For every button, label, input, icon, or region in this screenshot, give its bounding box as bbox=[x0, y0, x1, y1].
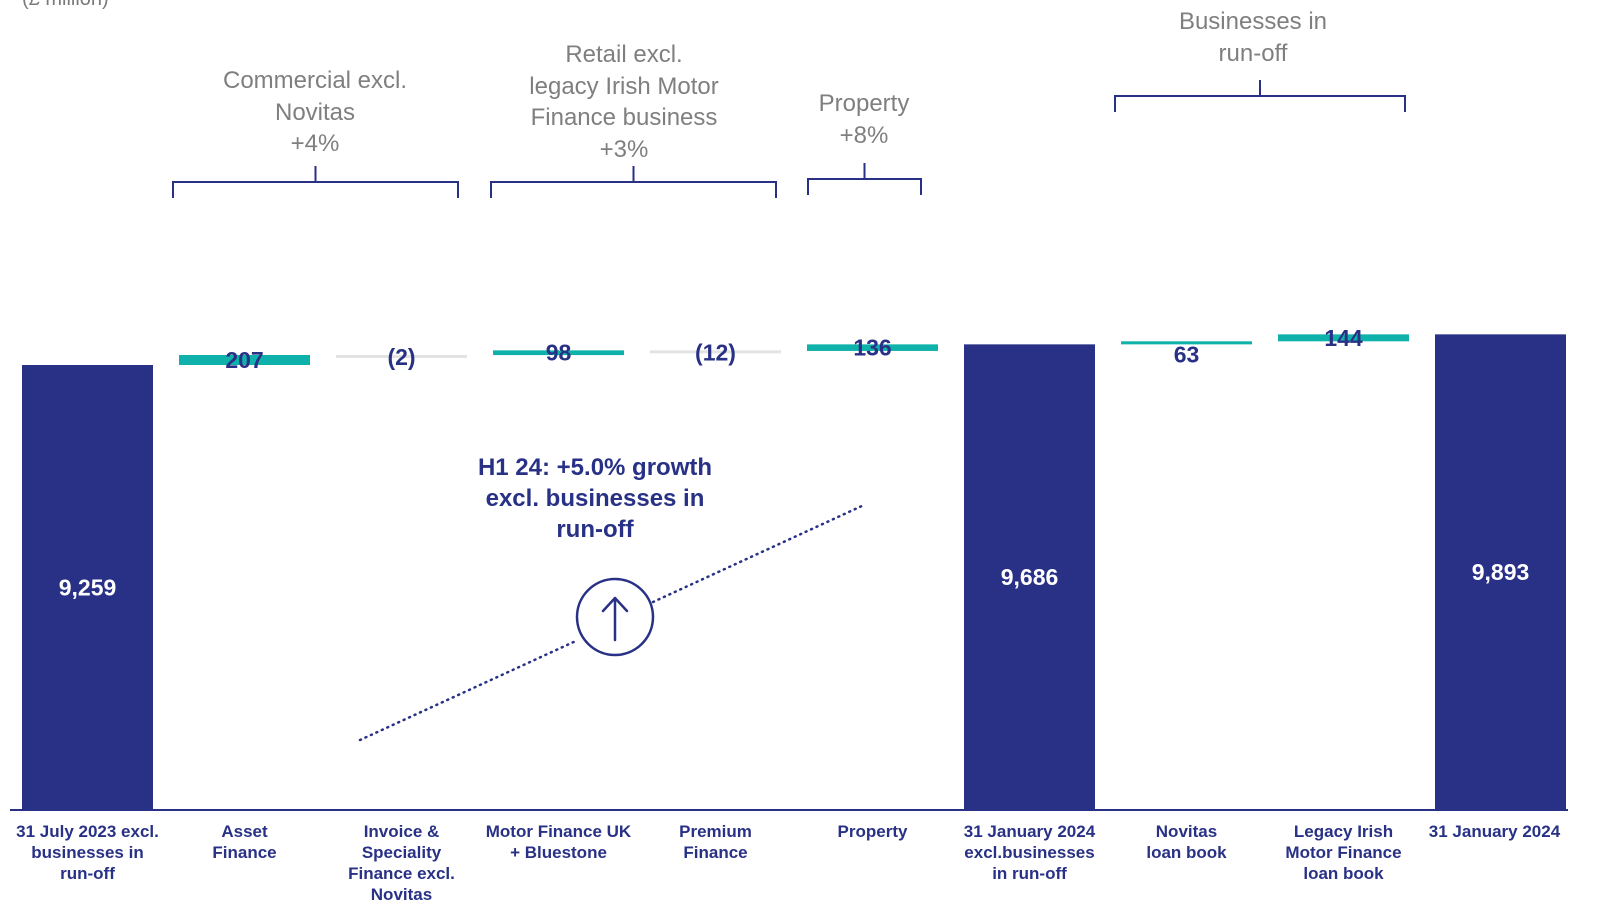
bar-1 bbox=[22, 365, 153, 810]
bar-2 bbox=[179, 354, 310, 365]
growth-trend-line bbox=[358, 638, 580, 742]
bar-4 bbox=[493, 350, 624, 356]
data-label-1: 9,259 bbox=[59, 575, 117, 601]
group-label-4: Businesses in run-off bbox=[1178, 8, 1328, 67]
x-tick-label-6: Property bbox=[837, 822, 908, 841]
data-label-10: 9,893 bbox=[1472, 559, 1530, 585]
data-label-2: 207 bbox=[225, 347, 263, 373]
group-label-3: Property +8% bbox=[818, 90, 910, 149]
x-tick-label-10: 31 January 2024 bbox=[1428, 822, 1561, 841]
group-label-2: Retail excl. legacy Irish Motor Finance … bbox=[529, 41, 719, 163]
bar-9 bbox=[1278, 334, 1409, 342]
x-tick-label-5: Premium Finance bbox=[679, 822, 752, 862]
bar-5 bbox=[650, 350, 781, 354]
data-label-4: 98 bbox=[546, 340, 572, 366]
x-tick-label-9: Legacy Irish Motor Finance loan book bbox=[1285, 822, 1402, 883]
x-tick-label-7: 31 January 2024 excl.businesses in run-o… bbox=[963, 822, 1096, 883]
group-bracket-3 bbox=[807, 163, 922, 195]
x-tick-label-8: Novitas loan book bbox=[1146, 822, 1227, 862]
data-label-7: 9,686 bbox=[1001, 564, 1059, 590]
bar-7 bbox=[964, 344, 1095, 810]
x-tick-label-2: Asset Finance bbox=[212, 822, 277, 862]
data-label-9: 144 bbox=[1324, 325, 1363, 351]
bar-6 bbox=[807, 344, 938, 351]
data-label-6: 136 bbox=[853, 335, 891, 361]
growth-annotation: H1 24: +5.0% growth excl. businesses in … bbox=[477, 454, 713, 543]
data-label-5: (12) bbox=[695, 339, 736, 365]
data-label-3: (2) bbox=[387, 344, 415, 370]
group-bracket-4 bbox=[1114, 80, 1406, 112]
group-bracket-2 bbox=[490, 166, 777, 198]
growth-trend-line-2 bbox=[651, 503, 866, 604]
data-label-8: 63 bbox=[1174, 341, 1200, 367]
x-tick-label-1: 31 July 2023 excl. businesses in run-off bbox=[16, 822, 159, 883]
group-label-1: Commercial excl. Novitas +4% bbox=[222, 67, 408, 157]
bar-8 bbox=[1121, 341, 1252, 345]
bar-10 bbox=[1435, 334, 1566, 810]
bar-3 bbox=[336, 354, 467, 358]
up-arrow-icon bbox=[601, 596, 629, 642]
x-tick-label-3: Invoice & Speciality Finance excl. Novit… bbox=[348, 822, 455, 904]
x-tick-label-4: Motor Finance UK + Bluestone bbox=[485, 822, 632, 862]
group-bracket-1 bbox=[172, 166, 459, 198]
unit-label: (£ million) bbox=[22, 0, 109, 11]
